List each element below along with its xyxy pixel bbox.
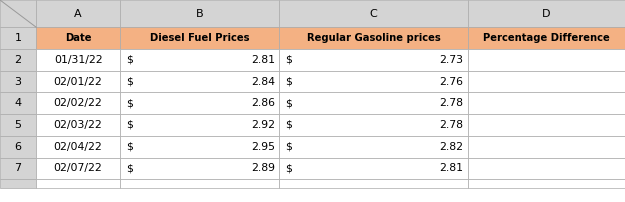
Text: 5: 5 xyxy=(14,120,22,130)
Bar xyxy=(0,179,36,188)
Text: 2.89: 2.89 xyxy=(251,163,275,174)
Text: 2.81: 2.81 xyxy=(251,55,275,65)
Bar xyxy=(120,179,279,188)
Text: 2.73: 2.73 xyxy=(439,55,463,65)
Text: $: $ xyxy=(286,77,292,87)
Text: A: A xyxy=(74,9,82,19)
Text: Date: Date xyxy=(65,33,91,43)
Text: 2: 2 xyxy=(14,55,22,65)
Text: $: $ xyxy=(126,120,133,130)
Text: $: $ xyxy=(126,77,133,87)
Bar xyxy=(36,0,120,27)
Bar xyxy=(0,158,36,179)
Bar xyxy=(120,93,279,114)
Text: Regular Gasoline prices: Regular Gasoline prices xyxy=(307,33,440,43)
Text: $: $ xyxy=(286,142,292,152)
Bar xyxy=(36,71,120,93)
Text: 2.78: 2.78 xyxy=(439,120,463,130)
Bar xyxy=(279,0,468,27)
Bar xyxy=(279,136,468,158)
Bar xyxy=(120,158,279,179)
Text: C: C xyxy=(369,9,378,19)
Bar xyxy=(120,136,279,158)
Bar xyxy=(279,158,468,179)
Text: 2.92: 2.92 xyxy=(251,120,275,130)
Text: $: $ xyxy=(286,98,292,108)
Bar xyxy=(0,0,36,27)
Text: $: $ xyxy=(126,142,133,152)
Text: D: D xyxy=(542,9,551,19)
Bar xyxy=(279,49,468,71)
Text: 1: 1 xyxy=(14,33,22,43)
Bar xyxy=(36,158,120,179)
Text: $: $ xyxy=(126,55,133,65)
Bar xyxy=(279,27,468,49)
Bar xyxy=(468,114,625,136)
Bar xyxy=(468,136,625,158)
Bar xyxy=(120,71,279,93)
Bar xyxy=(120,27,279,49)
Bar xyxy=(468,0,625,27)
Text: 2.82: 2.82 xyxy=(439,142,463,152)
Text: 01/31/22: 01/31/22 xyxy=(54,55,102,65)
Text: B: B xyxy=(196,9,204,19)
Bar xyxy=(120,49,279,71)
Bar xyxy=(279,93,468,114)
Text: 02/07/22: 02/07/22 xyxy=(54,163,102,174)
Text: 2.86: 2.86 xyxy=(251,98,275,108)
Bar xyxy=(279,71,468,93)
Text: Percentage Difference: Percentage Difference xyxy=(483,33,609,43)
Text: 7: 7 xyxy=(14,163,22,174)
Text: $: $ xyxy=(286,163,292,174)
Text: Diesel Fuel Prices: Diesel Fuel Prices xyxy=(150,33,249,43)
Text: $: $ xyxy=(286,120,292,130)
Text: 2.78: 2.78 xyxy=(439,98,463,108)
Text: $: $ xyxy=(286,55,292,65)
Text: 02/04/22: 02/04/22 xyxy=(54,142,102,152)
Text: 3: 3 xyxy=(14,77,22,87)
Bar xyxy=(468,27,625,49)
Bar xyxy=(279,179,468,188)
Text: 4: 4 xyxy=(14,98,22,108)
Bar xyxy=(36,49,120,71)
Bar xyxy=(0,71,36,93)
Text: 6: 6 xyxy=(14,142,22,152)
Bar xyxy=(468,93,625,114)
Bar xyxy=(0,114,36,136)
Bar xyxy=(0,93,36,114)
Bar xyxy=(468,71,625,93)
Bar xyxy=(36,136,120,158)
Text: 02/02/22: 02/02/22 xyxy=(54,98,102,108)
Bar xyxy=(120,114,279,136)
Text: $: $ xyxy=(126,98,133,108)
Bar xyxy=(279,114,468,136)
Bar xyxy=(468,179,625,188)
Bar xyxy=(36,27,120,49)
Text: 02/01/22: 02/01/22 xyxy=(54,77,102,87)
Bar xyxy=(0,49,36,71)
Bar xyxy=(36,93,120,114)
Bar xyxy=(468,158,625,179)
Text: 2.76: 2.76 xyxy=(439,77,463,87)
Text: 2.84: 2.84 xyxy=(251,77,275,87)
Text: 02/03/22: 02/03/22 xyxy=(54,120,102,130)
Bar xyxy=(120,0,279,27)
Text: $: $ xyxy=(126,163,133,174)
Text: 2.95: 2.95 xyxy=(251,142,275,152)
Bar xyxy=(0,27,36,49)
Bar xyxy=(0,136,36,158)
Bar xyxy=(468,49,625,71)
Bar xyxy=(36,179,120,188)
Text: 2.81: 2.81 xyxy=(439,163,463,174)
Bar xyxy=(36,114,120,136)
